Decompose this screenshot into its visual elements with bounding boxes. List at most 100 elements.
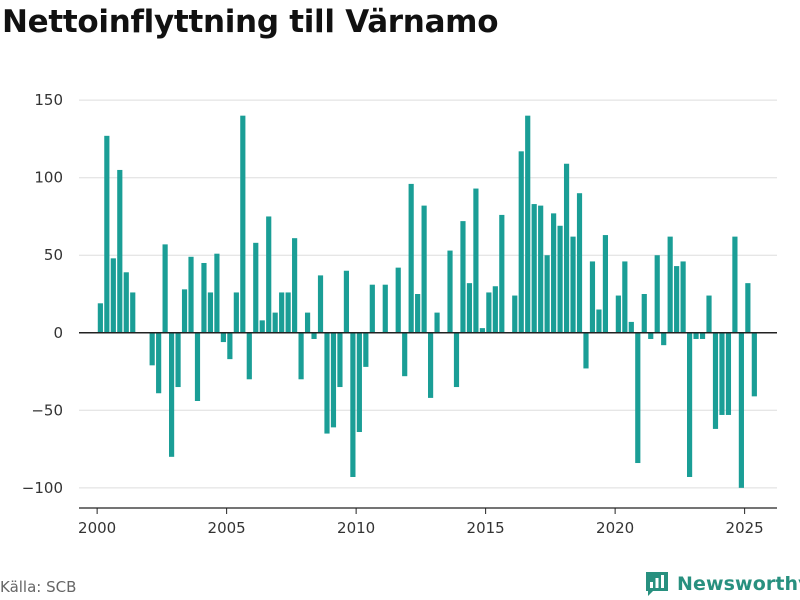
data-bar [402, 332, 408, 377]
data-bar [725, 332, 732, 415]
data-bar [699, 332, 706, 339]
data-bar [324, 332, 330, 434]
data-bar [570, 236, 576, 333]
data-bar [641, 294, 647, 333]
data-bar [447, 250, 453, 333]
data-bar [492, 286, 498, 333]
y-tick-label: 150 [34, 91, 63, 109]
data-bar [337, 332, 343, 388]
x-tick-label: 2025 [726, 519, 764, 537]
data-bar [395, 267, 401, 333]
data-bar [486, 292, 492, 333]
x-tick-label: 2000 [78, 519, 116, 537]
data-bar [622, 261, 628, 333]
newsworthy-brand[interactable]: Newsworthy [644, 569, 800, 599]
data-bar [117, 169, 123, 333]
axes [79, 332, 777, 509]
data-bar [272, 312, 278, 333]
data-bar [194, 332, 201, 401]
brand-name: Newsworthy [677, 573, 800, 595]
data-bar [531, 204, 537, 333]
x-tick-label: 2015 [467, 519, 505, 537]
data-bar [369, 284, 375, 333]
data-bar [181, 289, 188, 333]
data-bar [602, 235, 609, 333]
data-bar [253, 242, 259, 333]
data-bar [538, 205, 544, 333]
data-bar [130, 292, 136, 333]
data-bar [201, 262, 207, 333]
data-bar [479, 328, 485, 333]
data-bar [719, 332, 725, 415]
data-bar [266, 216, 272, 333]
data-bar [563, 163, 570, 333]
data-bar [214, 253, 220, 333]
data-bar [97, 303, 103, 333]
data-bar [110, 258, 116, 333]
data-bar [298, 332, 304, 380]
data-bar [149, 332, 155, 366]
x-tick-label: 2010 [337, 519, 375, 537]
y-tick-label: 0 [53, 324, 63, 342]
data-bar [415, 294, 421, 333]
data-bar [453, 332, 460, 388]
data-bar [363, 332, 369, 367]
data-bar [259, 320, 265, 333]
data-bar [680, 261, 686, 333]
data-bar [162, 244, 168, 333]
data-bar [434, 312, 440, 333]
data-bar [156, 332, 162, 394]
data-bar [343, 270, 350, 333]
data-bar [350, 332, 356, 477]
y-tick-label: 100 [34, 169, 63, 187]
data-bar [738, 332, 744, 488]
data-bar [648, 332, 654, 339]
data-bar [466, 283, 473, 333]
data-bar [317, 275, 324, 333]
data-bar [661, 332, 667, 346]
data-bar [240, 115, 246, 333]
bars [97, 115, 757, 488]
data-bar [551, 213, 557, 333]
data-bar [512, 295, 518, 333]
x-tick-label: 2005 [208, 519, 246, 537]
data-bar [233, 292, 239, 333]
data-bar [499, 214, 505, 333]
data-bar [279, 292, 285, 333]
data-bar [304, 312, 311, 333]
data-bar [330, 332, 337, 428]
data-bar [667, 236, 673, 333]
data-bar [596, 309, 602, 333]
data-bar [583, 332, 589, 369]
y-tick-label: 50 [44, 246, 63, 264]
data-bar [169, 332, 175, 457]
data-bar [557, 225, 563, 333]
data-bar [227, 332, 233, 360]
data-bar [311, 332, 317, 339]
data-bar [220, 332, 226, 343]
y-tick-label: −100 [22, 479, 63, 497]
chart-title: Nettoinflyttning till Värnamo [2, 4, 499, 40]
x-axis-ticks: 2000 2005 2010 2015 2020 2025 [78, 508, 764, 537]
data-bar [421, 205, 427, 333]
data-bar [654, 255, 660, 333]
data-bar [706, 295, 712, 333]
data-bar [188, 256, 194, 333]
data-bar [745, 283, 751, 333]
x-tick-label: 2020 [596, 519, 634, 537]
data-bar [635, 332, 641, 464]
data-bar [674, 266, 680, 333]
data-bar [732, 236, 738, 333]
data-bar [712, 332, 719, 429]
data-bar [460, 221, 466, 333]
source-label: Källa: SCB [0, 578, 77, 596]
data-bar [408, 183, 414, 333]
grid-lines [79, 99, 777, 489]
data-bar [104, 135, 110, 333]
data-bar [693, 332, 699, 339]
data-bar [615, 295, 621, 333]
data-bar [207, 292, 214, 333]
data-bar [356, 332, 362, 433]
data-bar [544, 255, 550, 333]
data-bar [285, 292, 291, 333]
